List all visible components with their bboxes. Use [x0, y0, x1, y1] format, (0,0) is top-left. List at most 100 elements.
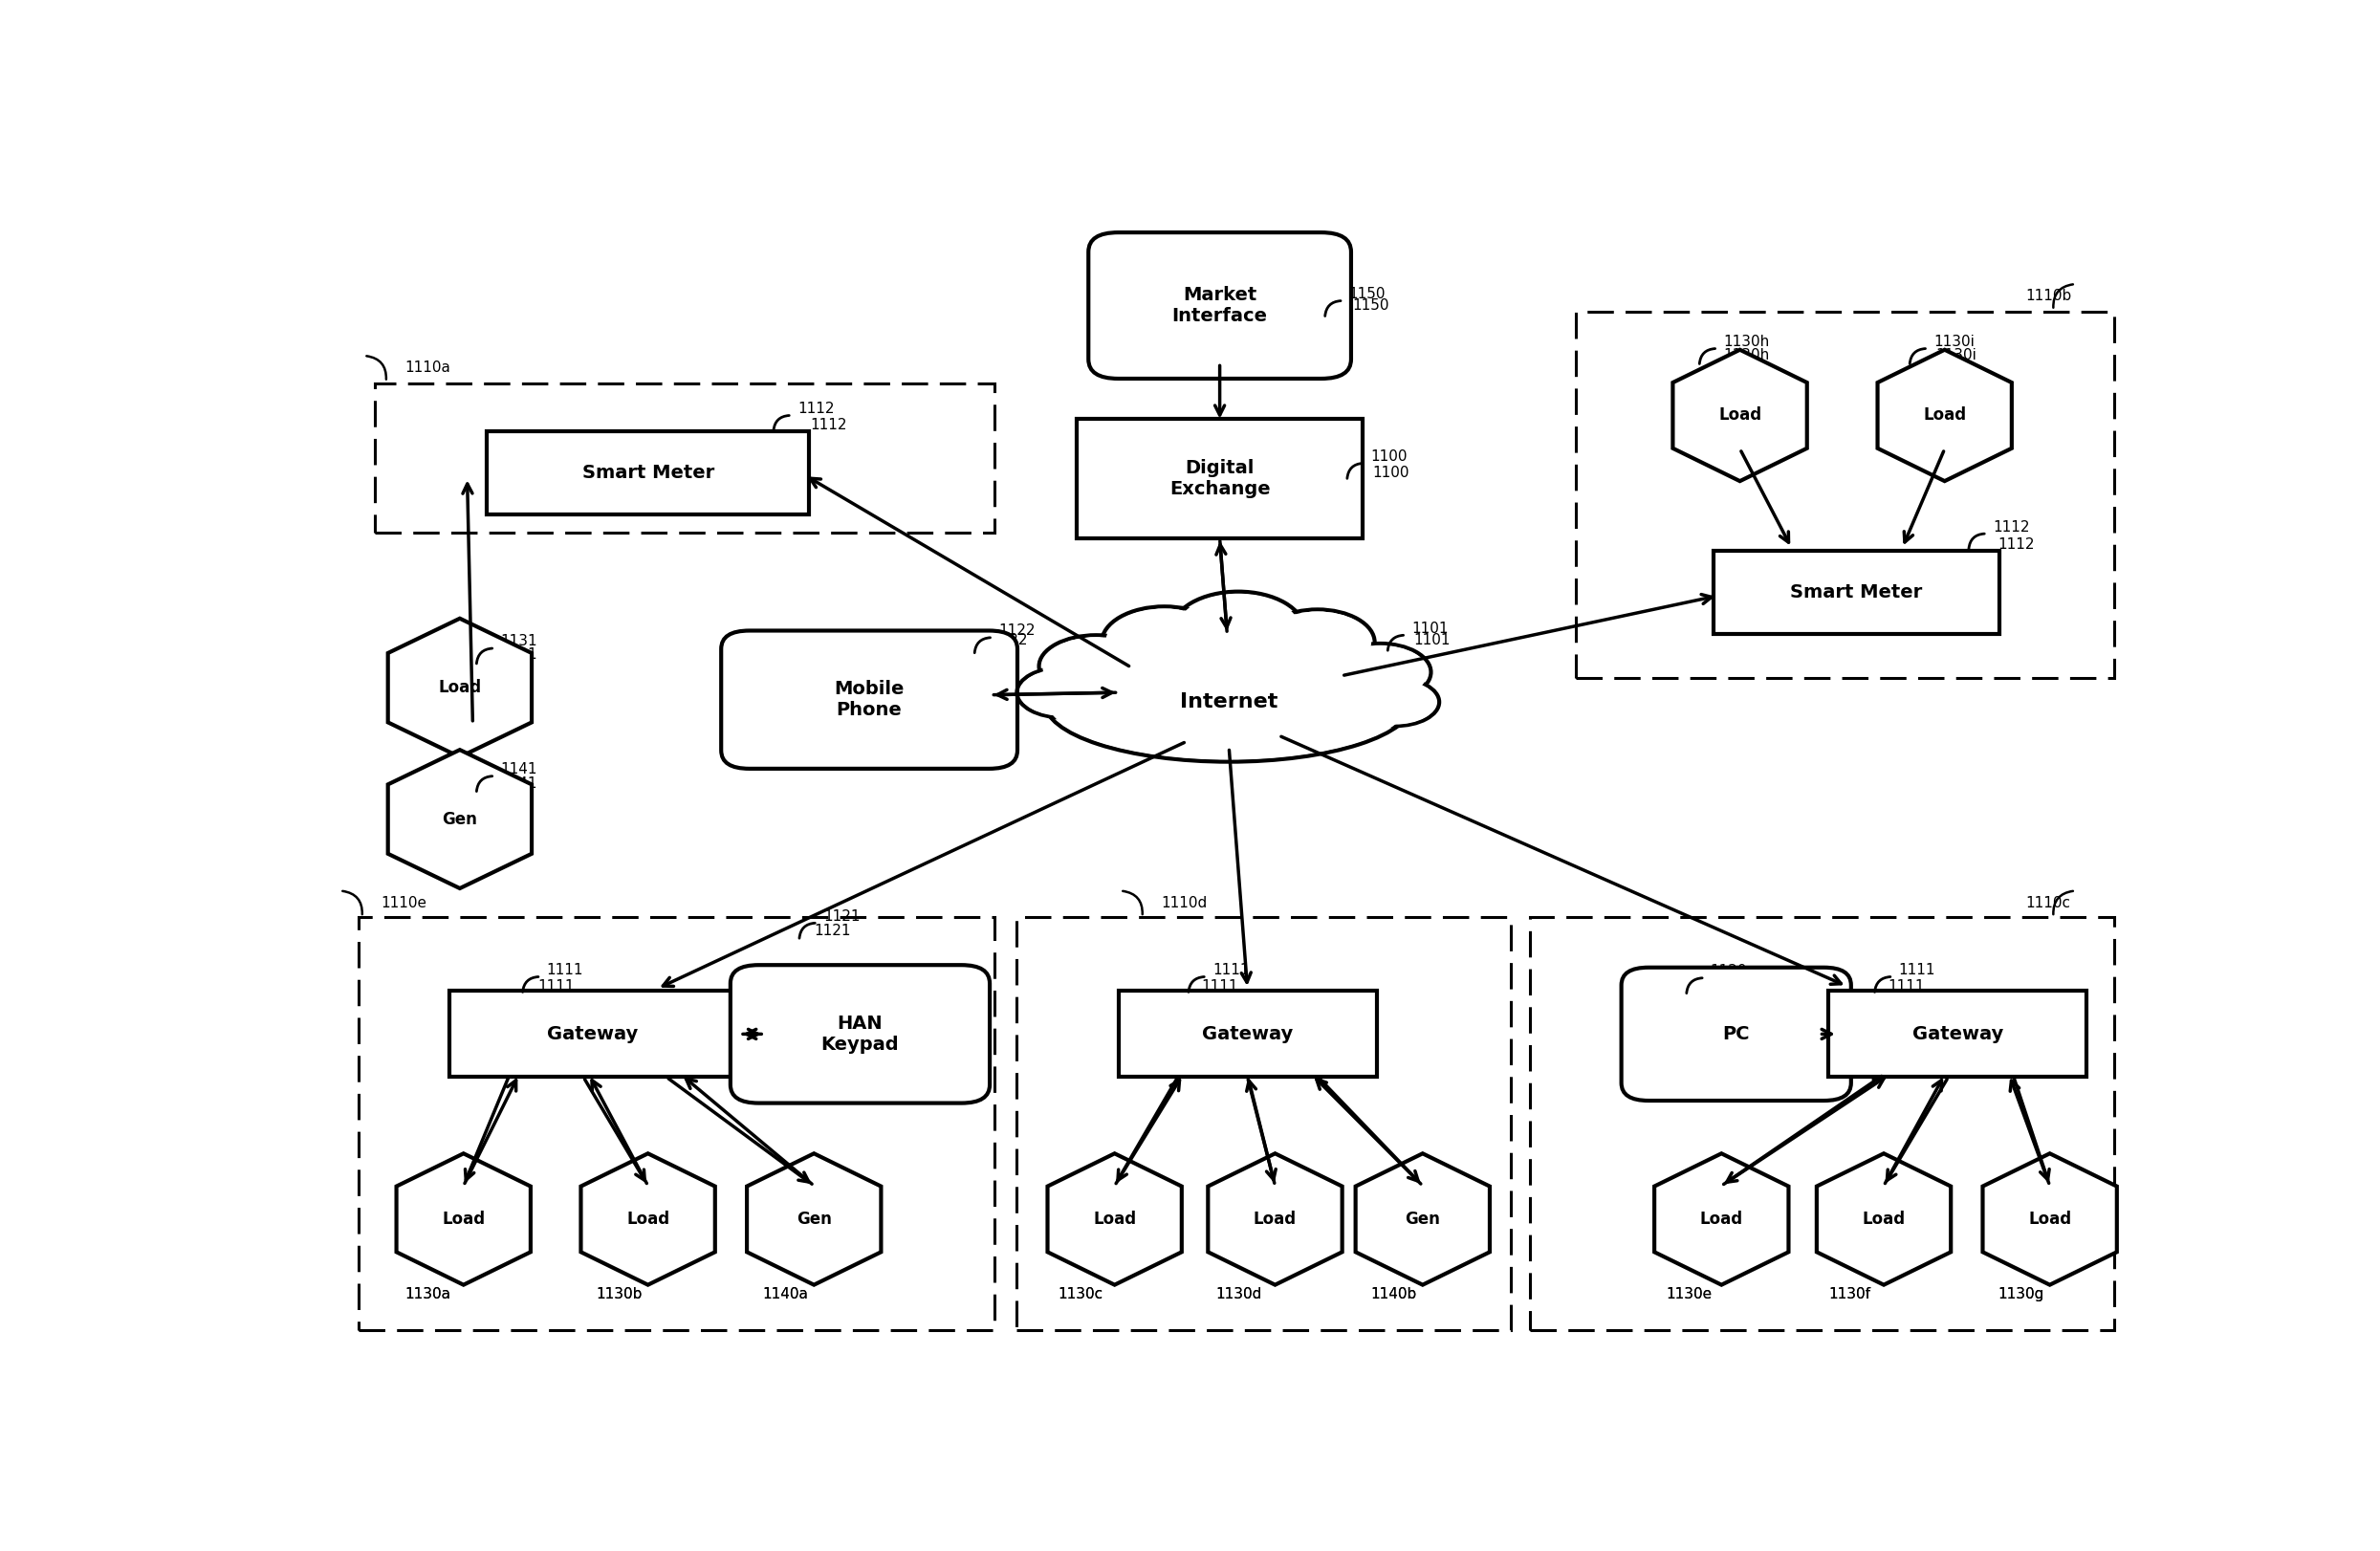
- Text: 1131: 1131: [500, 634, 538, 648]
- Ellipse shape: [1016, 667, 1109, 718]
- Ellipse shape: [1264, 611, 1371, 673]
- Text: 1110c: 1110c: [2025, 895, 2071, 910]
- Text: 1111: 1111: [1202, 979, 1238, 994]
- Text: Load: Load: [1923, 406, 1966, 423]
- Text: Gateway: Gateway: [547, 1025, 638, 1044]
- Text: 1140b: 1140b: [1371, 1287, 1416, 1301]
- Text: 1110b: 1110b: [2025, 288, 2073, 302]
- FancyBboxPatch shape: [450, 991, 735, 1076]
- Text: Digital
Exchange: Digital Exchange: [1169, 459, 1271, 498]
- Polygon shape: [397, 1154, 531, 1284]
- Ellipse shape: [1104, 608, 1223, 676]
- FancyBboxPatch shape: [1828, 991, 2087, 1076]
- Text: Load: Load: [438, 679, 481, 696]
- Bar: [376, 383, 995, 532]
- Ellipse shape: [1333, 645, 1428, 700]
- Text: 1130g: 1130g: [1999, 1287, 2044, 1301]
- Text: 1112: 1112: [1992, 520, 2030, 534]
- Text: 1130e: 1130e: [1666, 1287, 1711, 1301]
- Text: 1111: 1111: [547, 963, 583, 977]
- Text: 1140a: 1140a: [762, 1287, 809, 1301]
- FancyBboxPatch shape: [731, 965, 990, 1103]
- Text: Load: Load: [1861, 1211, 1906, 1228]
- Text: Gateway: Gateway: [1911, 1025, 2004, 1044]
- Text: 1112: 1112: [809, 417, 847, 433]
- Polygon shape: [388, 749, 531, 889]
- Text: Internet: Internet: [1180, 692, 1278, 712]
- Text: Gen: Gen: [797, 1211, 831, 1228]
- Text: 1130i: 1130i: [1935, 349, 1975, 363]
- Polygon shape: [747, 1154, 881, 1284]
- Text: 1110d: 1110d: [1161, 895, 1207, 910]
- Text: 1101: 1101: [1414, 633, 1449, 647]
- Text: 1112: 1112: [1999, 537, 2035, 552]
- Polygon shape: [388, 619, 531, 757]
- Polygon shape: [1357, 1154, 1490, 1284]
- Text: 1130d: 1130d: [1216, 1287, 1261, 1301]
- Text: Load: Load: [443, 1211, 486, 1228]
- Text: Gateway: Gateway: [1202, 1025, 1292, 1044]
- Text: 1140b: 1140b: [1371, 1287, 1416, 1301]
- Ellipse shape: [1330, 644, 1430, 701]
- Text: 1130h: 1130h: [1723, 335, 1768, 349]
- Text: 1100: 1100: [1373, 465, 1409, 479]
- Text: 1130h: 1130h: [1723, 349, 1768, 363]
- Polygon shape: [1878, 349, 2011, 481]
- Text: 1141: 1141: [500, 776, 538, 791]
- Polygon shape: [1047, 1154, 1183, 1284]
- Text: Gen: Gen: [1404, 1211, 1440, 1228]
- Text: 1130d: 1130d: [1216, 1287, 1261, 1301]
- Ellipse shape: [1171, 591, 1304, 668]
- Text: 1100: 1100: [1371, 450, 1409, 464]
- Text: 1130i: 1130i: [1933, 335, 1975, 349]
- FancyBboxPatch shape: [1621, 968, 1852, 1101]
- Text: Load: Load: [626, 1211, 669, 1228]
- Bar: [1016, 917, 1511, 1331]
- Text: 1130f: 1130f: [1828, 1287, 1871, 1301]
- Text: 1111: 1111: [1887, 979, 1925, 994]
- Text: 1111: 1111: [538, 979, 574, 994]
- Ellipse shape: [1040, 636, 1154, 698]
- Text: 1131: 1131: [500, 647, 538, 661]
- FancyBboxPatch shape: [1076, 419, 1364, 538]
- FancyBboxPatch shape: [1714, 551, 1999, 634]
- Text: 1141: 1141: [500, 762, 538, 777]
- Ellipse shape: [1045, 642, 1414, 762]
- Polygon shape: [1654, 1154, 1787, 1284]
- Ellipse shape: [1176, 594, 1299, 667]
- Text: 1130a: 1130a: [405, 1287, 450, 1301]
- Polygon shape: [1673, 349, 1806, 481]
- Ellipse shape: [1042, 637, 1150, 695]
- Text: Gen: Gen: [443, 811, 478, 828]
- Text: 1122: 1122: [997, 624, 1035, 637]
- Text: 1140a: 1140a: [762, 1287, 809, 1301]
- Text: Mobile
Phone: Mobile Phone: [835, 679, 904, 720]
- Bar: [1530, 917, 2113, 1331]
- Ellipse shape: [1019, 668, 1107, 717]
- Text: 1110e: 1110e: [381, 895, 426, 910]
- Ellipse shape: [1352, 678, 1440, 726]
- Text: PC: PC: [1723, 1025, 1749, 1044]
- FancyBboxPatch shape: [1119, 991, 1376, 1076]
- Text: 1121: 1121: [814, 924, 850, 938]
- Text: Load: Load: [1699, 1211, 1742, 1228]
- Text: Load: Load: [1254, 1211, 1297, 1228]
- Text: Smart Meter: Smart Meter: [1790, 583, 1923, 602]
- Text: 1130b: 1130b: [597, 1287, 643, 1301]
- Text: HAN
Keypad: HAN Keypad: [821, 1014, 900, 1053]
- Ellipse shape: [1261, 610, 1376, 675]
- FancyBboxPatch shape: [721, 631, 1016, 769]
- Text: Market
Interface: Market Interface: [1171, 285, 1269, 326]
- Ellipse shape: [1040, 639, 1418, 765]
- Polygon shape: [581, 1154, 714, 1284]
- Text: 1130b: 1130b: [597, 1287, 643, 1301]
- Text: Load: Load: [1092, 1211, 1135, 1228]
- Polygon shape: [1983, 1154, 2116, 1284]
- Text: Load: Load: [2028, 1211, 2071, 1228]
- Ellipse shape: [1047, 645, 1409, 760]
- Text: Load: Load: [1718, 406, 1761, 423]
- Text: 1120: 1120: [1699, 979, 1735, 994]
- Polygon shape: [1209, 1154, 1342, 1284]
- Text: 1130f: 1130f: [1828, 1287, 1871, 1301]
- Text: 1122: 1122: [990, 633, 1028, 647]
